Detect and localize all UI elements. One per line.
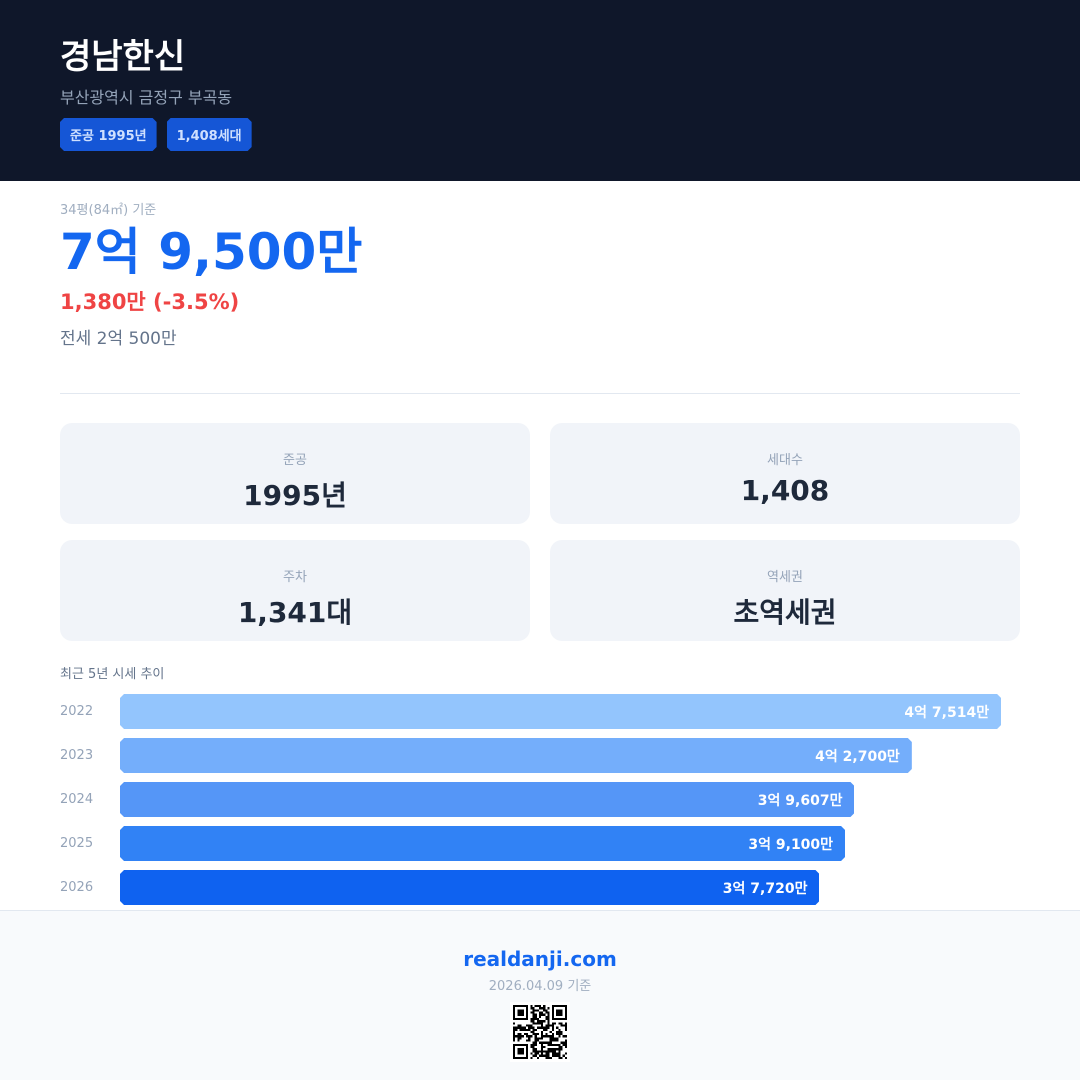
price-basis: 34평(84㎡) 기준: [60, 203, 157, 218]
year-label: 2024: [60, 792, 94, 807]
stat-label: 준공: [283, 453, 307, 468]
data-date: 2026.04.09 기준: [488, 979, 592, 994]
stat-value: 1,408: [740, 474, 830, 507]
price-change: 1,380만 (-3.5%): [60, 290, 240, 314]
badge-built-year: 준공 1995년: [60, 118, 157, 151]
trend-bar: 4억 7,514만: [120, 694, 1001, 729]
stat-label: 주차: [283, 570, 307, 585]
trend-row: 2022 4억 7,514만: [60, 694, 1020, 729]
site-link[interactable]: realdanji.com: [463, 947, 617, 971]
address: 부산광역시 금정구 부곡동: [60, 88, 233, 107]
trend-bar: 3억 7,720만: [120, 870, 819, 905]
qr-code-icon: [510, 1002, 570, 1062]
year-label: 2023: [60, 748, 94, 763]
year-label: 2025: [60, 836, 94, 851]
bar-value-label: 3억 9,100만: [748, 836, 834, 853]
bar-value-label: 4억 2,700만: [815, 748, 900, 765]
stat-value: 1995년: [243, 479, 347, 512]
trend-chart: 2022 4억 7,514만 2023 4억 2,700만 2024 3억 9,607만 2…: [60, 694, 1020, 905]
badge-households: 1,408세대: [167, 118, 252, 151]
trend-row: 2023 4억 2,700만: [60, 738, 1020, 773]
divider: [60, 393, 1020, 394]
jeonse-price: 전세 2억 500만: [60, 329, 177, 349]
year-label: 2026: [60, 880, 94, 895]
complex-title: 경남한신: [60, 37, 186, 77]
trend-bar: 4억 2,700만: [120, 738, 912, 773]
stat-card-households: 세대수 1,408: [550, 423, 1020, 524]
stat-label: 세대수: [767, 453, 803, 468]
trend-title: 최근 5년 시세 추이: [60, 667, 165, 682]
trend-bar: 3억 9,100만: [120, 826, 845, 861]
trend-row: 2026 3억 7,720만: [60, 870, 1020, 905]
footer: realdanji.com 2026.04.09 기준: [0, 910, 1080, 1080]
stat-value: 1,341대: [237, 596, 353, 629]
trend-row: 2025 3억 9,100만: [60, 826, 1020, 861]
stat-value: 초역세권: [733, 596, 837, 629]
year-label: 2022: [60, 704, 94, 719]
sale-price: 7억 9,500만: [60, 223, 363, 281]
stat-card-built: 준공 1995년: [60, 423, 530, 524]
stat-label: 역세권: [767, 570, 803, 585]
stat-card-parking: 주차 1,341대: [60, 540, 530, 641]
trend-bar: 3억 9,607만: [120, 782, 854, 817]
trend-row: 2024 3억 9,607만: [60, 782, 1020, 817]
header: 경남한신 부산광역시 금정구 부곡동 준공 1995년 1,408세대: [0, 0, 1080, 181]
bar-value-label: 3억 9,607만: [757, 792, 843, 809]
bar-value-label: 3억 7,720만: [722, 880, 808, 897]
bar-value-label: 4억 7,514만: [904, 704, 990, 721]
